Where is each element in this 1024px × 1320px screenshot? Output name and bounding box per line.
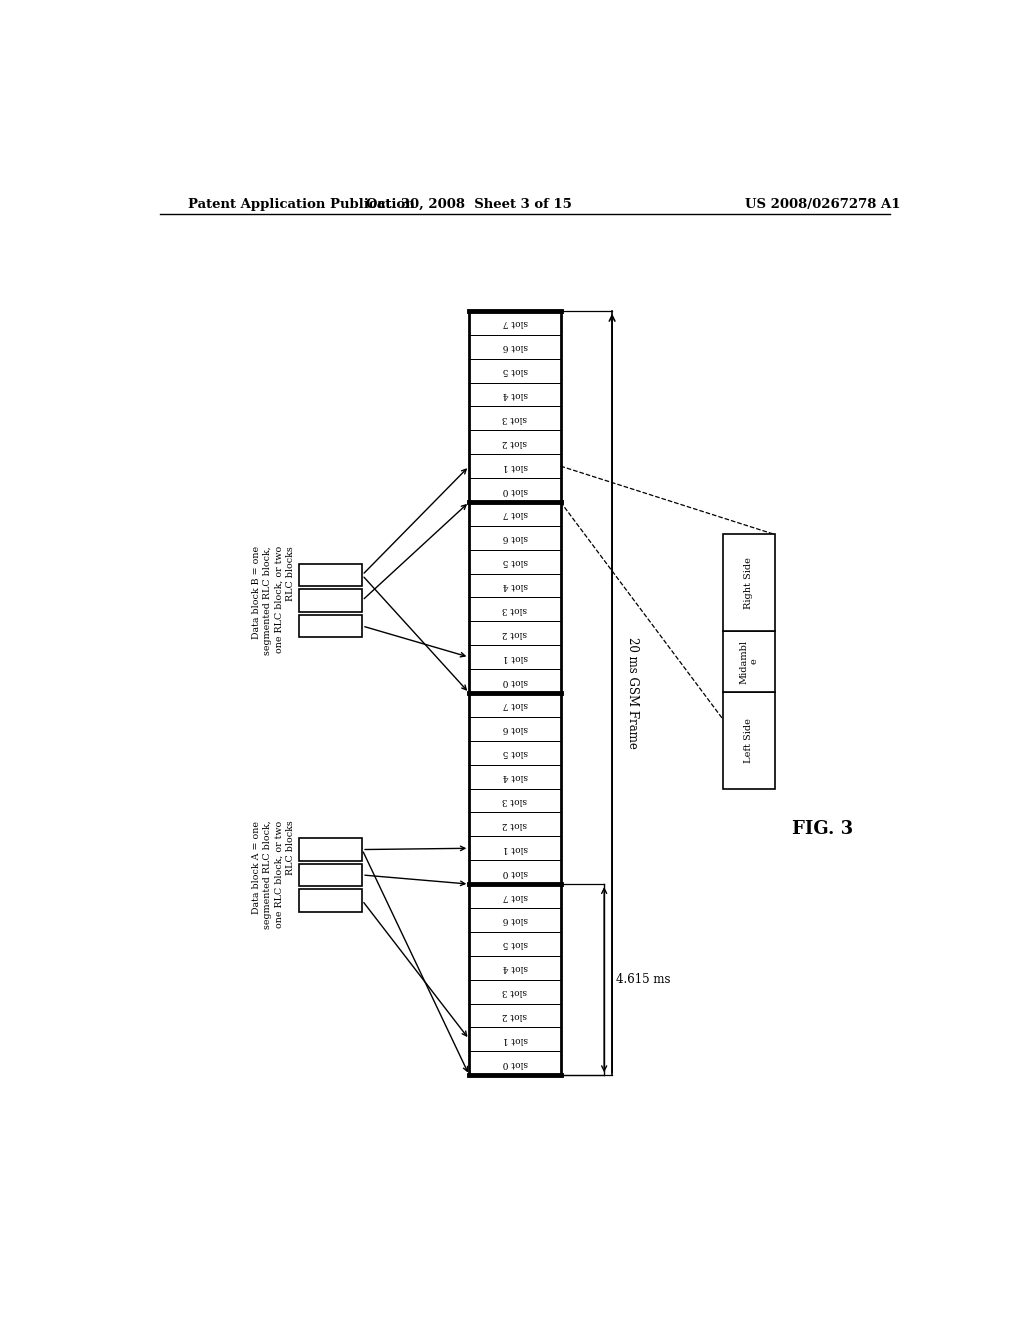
Text: slot 1: slot 1: [502, 843, 527, 853]
Text: slot 2: slot 2: [503, 1011, 527, 1020]
Text: 4.615 ms: 4.615 ms: [616, 973, 671, 986]
Bar: [723, 631, 775, 692]
Text: slot 3: slot 3: [503, 414, 527, 422]
Text: slot 7: slot 7: [502, 701, 527, 709]
Text: Right Side: Right Side: [744, 557, 754, 609]
Text: slot 5: slot 5: [502, 940, 527, 948]
Text: slot 1: slot 1: [502, 1035, 527, 1044]
Bar: [299, 564, 362, 586]
Text: slot 3: slot 3: [503, 605, 527, 614]
Bar: [299, 863, 362, 886]
Text: Data block A = one
segmented RLC block,
one RLC block, or two
RLC blocks: Data block A = one segmented RLC block, …: [252, 821, 295, 929]
Text: slot 2: slot 2: [503, 628, 527, 638]
Text: slot 0: slot 0: [502, 1059, 527, 1068]
Text: slot 4: slot 4: [502, 772, 527, 781]
Text: Patent Application Publication: Patent Application Publication: [187, 198, 415, 211]
Bar: [723, 535, 775, 631]
Text: slot 6: slot 6: [502, 725, 527, 734]
Text: Midambl
e: Midambl e: [739, 639, 759, 684]
Text: slot 6: slot 6: [502, 916, 527, 924]
Text: Left Side: Left Side: [744, 718, 754, 763]
Text: slot 7: slot 7: [502, 318, 527, 327]
Text: Data block B = one
segmented RLC block,
one RLC block, or two
RLC blocks: Data block B = one segmented RLC block, …: [252, 546, 295, 655]
Text: slot 2: slot 2: [503, 820, 527, 829]
Text: US 2008/0267278 A1: US 2008/0267278 A1: [744, 198, 900, 211]
Text: slot 4: slot 4: [502, 389, 527, 399]
Text: slot 0: slot 0: [502, 486, 527, 495]
Text: slot 1: slot 1: [502, 462, 527, 471]
Text: slot 6: slot 6: [502, 533, 527, 543]
Text: slot 5: slot 5: [502, 557, 527, 566]
Text: 20 ms GSM Frame: 20 ms GSM Frame: [627, 638, 639, 748]
Text: slot 4: slot 4: [502, 964, 527, 973]
Text: slot 3: slot 3: [503, 796, 527, 805]
Text: slot 7: slot 7: [502, 510, 527, 519]
Text: Oct. 30, 2008  Sheet 3 of 15: Oct. 30, 2008 Sheet 3 of 15: [367, 198, 572, 211]
Text: slot 4: slot 4: [502, 581, 527, 590]
Text: FIG. 3: FIG. 3: [792, 820, 853, 838]
Bar: [299, 890, 362, 912]
Text: slot 0: slot 0: [502, 677, 527, 685]
Text: slot 5: slot 5: [502, 748, 527, 758]
Bar: [299, 589, 362, 611]
Text: slot 6: slot 6: [502, 342, 527, 351]
Bar: [299, 838, 362, 861]
Bar: [299, 615, 362, 638]
Text: slot 3: slot 3: [503, 987, 527, 997]
Text: slot 5: slot 5: [502, 366, 527, 375]
Text: slot 0: slot 0: [502, 867, 527, 876]
Text: slot 2: slot 2: [503, 438, 527, 446]
Bar: [723, 692, 775, 788]
Text: slot 1: slot 1: [502, 652, 527, 661]
Text: slot 7: slot 7: [502, 891, 527, 900]
